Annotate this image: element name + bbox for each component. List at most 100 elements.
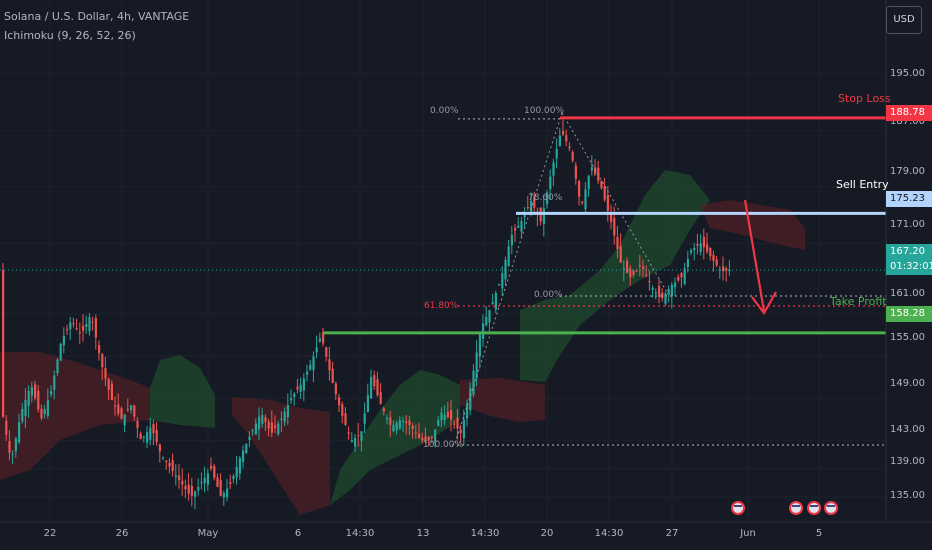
- candle-body: [341, 404, 344, 416]
- y-tick-label: 195.00: [890, 68, 925, 79]
- candle: [661, 288, 664, 302]
- candle: [286, 393, 289, 425]
- candle-body: [14, 438, 17, 452]
- candle-body: [424, 436, 427, 441]
- candle-body: [472, 370, 475, 395]
- candle: [11, 450, 14, 465]
- candle-body: [149, 427, 152, 440]
- candle-body: [408, 420, 411, 426]
- candle: [78, 322, 81, 345]
- candle-body: [635, 270, 638, 272]
- candle: [466, 399, 469, 427]
- candle-body: [8, 441, 11, 453]
- candle-body: [242, 450, 245, 462]
- candle-body: [478, 334, 481, 357]
- candle: [133, 404, 136, 422]
- candle-body: [488, 310, 491, 323]
- stop-loss-label[interactable]: Stop Loss: [838, 92, 891, 105]
- currency-button[interactable]: USD: [886, 6, 922, 34]
- candle: [197, 478, 200, 496]
- candle: [66, 324, 69, 335]
- candle-body: [200, 482, 203, 484]
- candle-body: [520, 221, 523, 232]
- candle: [325, 346, 328, 362]
- candle-body: [690, 250, 693, 253]
- candlesticks: [2, 118, 731, 510]
- x-tick-label: 13: [416, 528, 430, 539]
- candle-body: [491, 302, 494, 305]
- candle: [8, 430, 11, 461]
- candle: [443, 404, 446, 426]
- candle-body: [62, 335, 65, 346]
- candle-body: [274, 425, 277, 428]
- candle: [101, 352, 104, 380]
- candle-body: [581, 201, 584, 203]
- candle-body: [114, 405, 117, 407]
- candle-body: [440, 412, 443, 421]
- candle: [50, 385, 53, 398]
- candle-body: [722, 266, 725, 272]
- candle-body: [88, 317, 91, 332]
- candle: [181, 468, 184, 496]
- candle-body: [338, 397, 341, 406]
- candle: [718, 265, 721, 279]
- candle: [709, 247, 712, 261]
- candle-body: [725, 268, 728, 271]
- candle: [117, 393, 120, 417]
- take-profit-label[interactable]: Take Profit: [830, 295, 887, 308]
- candle-body: [414, 432, 417, 434]
- candle-body: [494, 293, 497, 310]
- candle: [184, 479, 187, 499]
- candle-body: [174, 475, 177, 477]
- candle: [654, 288, 657, 300]
- candle-body: [216, 477, 219, 487]
- candle: [309, 359, 312, 371]
- candle: [488, 309, 491, 332]
- candle: [328, 346, 331, 381]
- candle: [386, 414, 389, 425]
- candle-body: [446, 411, 449, 418]
- candle-body: [450, 409, 453, 420]
- candle: [312, 351, 315, 383]
- candle: [581, 200, 584, 205]
- candle: [174, 464, 177, 486]
- candle: [485, 306, 488, 327]
- candle: [411, 422, 414, 439]
- candle: [277, 420, 280, 437]
- x-tick-label: 20: [540, 528, 554, 539]
- economic-events: [731, 501, 838, 515]
- sell-entry-label[interactable]: Sell Entry: [836, 178, 889, 191]
- y-tick-label: 135.00: [890, 490, 925, 501]
- indicator-legend[interactable]: Ichimoku (9, 26, 52, 26): [4, 29, 136, 42]
- x-tick-label: 14:30: [345, 528, 375, 539]
- candle: [472, 364, 475, 398]
- candle: [126, 398, 129, 412]
- candle-body: [56, 359, 59, 374]
- candle: [27, 385, 30, 419]
- candle: [434, 429, 437, 448]
- candle: [149, 418, 152, 446]
- candle: [85, 315, 88, 334]
- candle: [610, 204, 613, 230]
- candle-body: [155, 429, 158, 443]
- candle: [430, 435, 433, 444]
- candle: [219, 473, 222, 497]
- candle-body: [402, 420, 405, 422]
- candle: [638, 254, 641, 277]
- candle-body: [11, 453, 14, 455]
- candle-body: [315, 347, 318, 353]
- candle-body: [331, 368, 334, 383]
- candle: [603, 177, 606, 202]
- candle-body: [526, 207, 529, 209]
- candle: [440, 407, 443, 428]
- candle: [616, 226, 619, 259]
- candle-body: [152, 423, 155, 434]
- candle: [155, 421, 158, 446]
- ichimoku-cloud: [0, 170, 805, 515]
- candle: [517, 217, 520, 229]
- candle-body: [456, 417, 459, 429]
- candle: [296, 378, 299, 394]
- candle: [677, 274, 680, 283]
- candle: [402, 416, 405, 433]
